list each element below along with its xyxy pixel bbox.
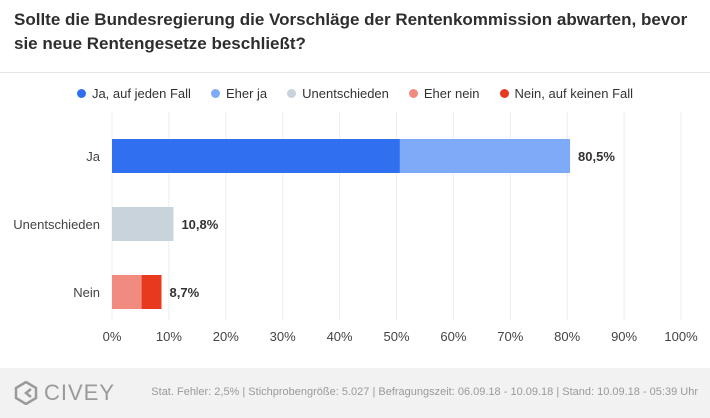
legend-item: Unentschieden: [287, 84, 389, 102]
legend-swatch: [76, 88, 86, 98]
x-tick-label: 60%: [440, 329, 466, 344]
bar-segment: [141, 275, 162, 309]
legend-item: Ja, auf jeden Fall: [76, 84, 191, 102]
total-value-label: 8,7%: [170, 285, 200, 300]
total-value-label: 80,5%: [578, 149, 615, 164]
civey-logo: CIVEY: [14, 380, 115, 406]
x-tick-label: 50%: [383, 329, 409, 344]
title-divider: [0, 72, 710, 73]
bar-segment: [112, 275, 142, 309]
legend-label: Ja, auf jeden Fall: [91, 85, 191, 101]
legend-swatch: [499, 88, 509, 98]
category-label: Nein: [73, 285, 100, 300]
legend-item: Eher nein: [408, 84, 480, 102]
x-tick-label: 10%: [156, 329, 182, 344]
bar-segment: [112, 207, 174, 241]
bar-segment: [112, 139, 400, 173]
x-tick-label: 40%: [327, 329, 353, 344]
legend-item: Nein, auf keinen Fall: [499, 84, 634, 102]
x-tick-label: 30%: [270, 329, 296, 344]
legend-label: Eher ja: [225, 85, 268, 101]
category-label: Unentschieden: [13, 217, 100, 232]
x-tick-label: 70%: [497, 329, 523, 344]
legend: Ja, auf jeden Fall Eher ja Unentschieden…: [0, 84, 710, 102]
brand-name: CIVEY: [44, 380, 116, 405]
x-tick-label: 80%: [554, 329, 580, 344]
legend-item: Eher ja: [210, 84, 268, 102]
legend-swatch: [287, 88, 297, 98]
legend-swatch: [408, 88, 418, 98]
x-tick-label: 90%: [611, 329, 637, 344]
legend-label: Eher nein: [423, 85, 480, 101]
chart-title: Sollte die Bundesregierung die Vorschläg…: [14, 10, 688, 53]
legend-swatch: [210, 88, 220, 98]
footer: CIVEY Stat. Fehler: 2,5% | Stichprobengr…: [0, 368, 710, 418]
x-tick-label: 20%: [213, 329, 239, 344]
total-value-label: 10,8%: [181, 217, 218, 232]
bar-segment: [399, 139, 571, 173]
survey-info: Stat. Fehler: 2,5% | Stichprobengröße: 5…: [151, 386, 698, 398]
civey-logo-icon: [14, 381, 38, 405]
legend-label: Unentschieden: [302, 85, 389, 101]
x-tick-label: 100%: [664, 329, 698, 344]
legend-label: Nein, auf keinen Fall: [514, 85, 634, 101]
x-tick-label: 0%: [103, 329, 122, 344]
category-label: Ja: [86, 149, 101, 164]
bar-chart: 0% 10% 20% 30% 40% 50% 60% 70% 80% 90% 100% Ja 80,5%…: [13, 112, 698, 344]
